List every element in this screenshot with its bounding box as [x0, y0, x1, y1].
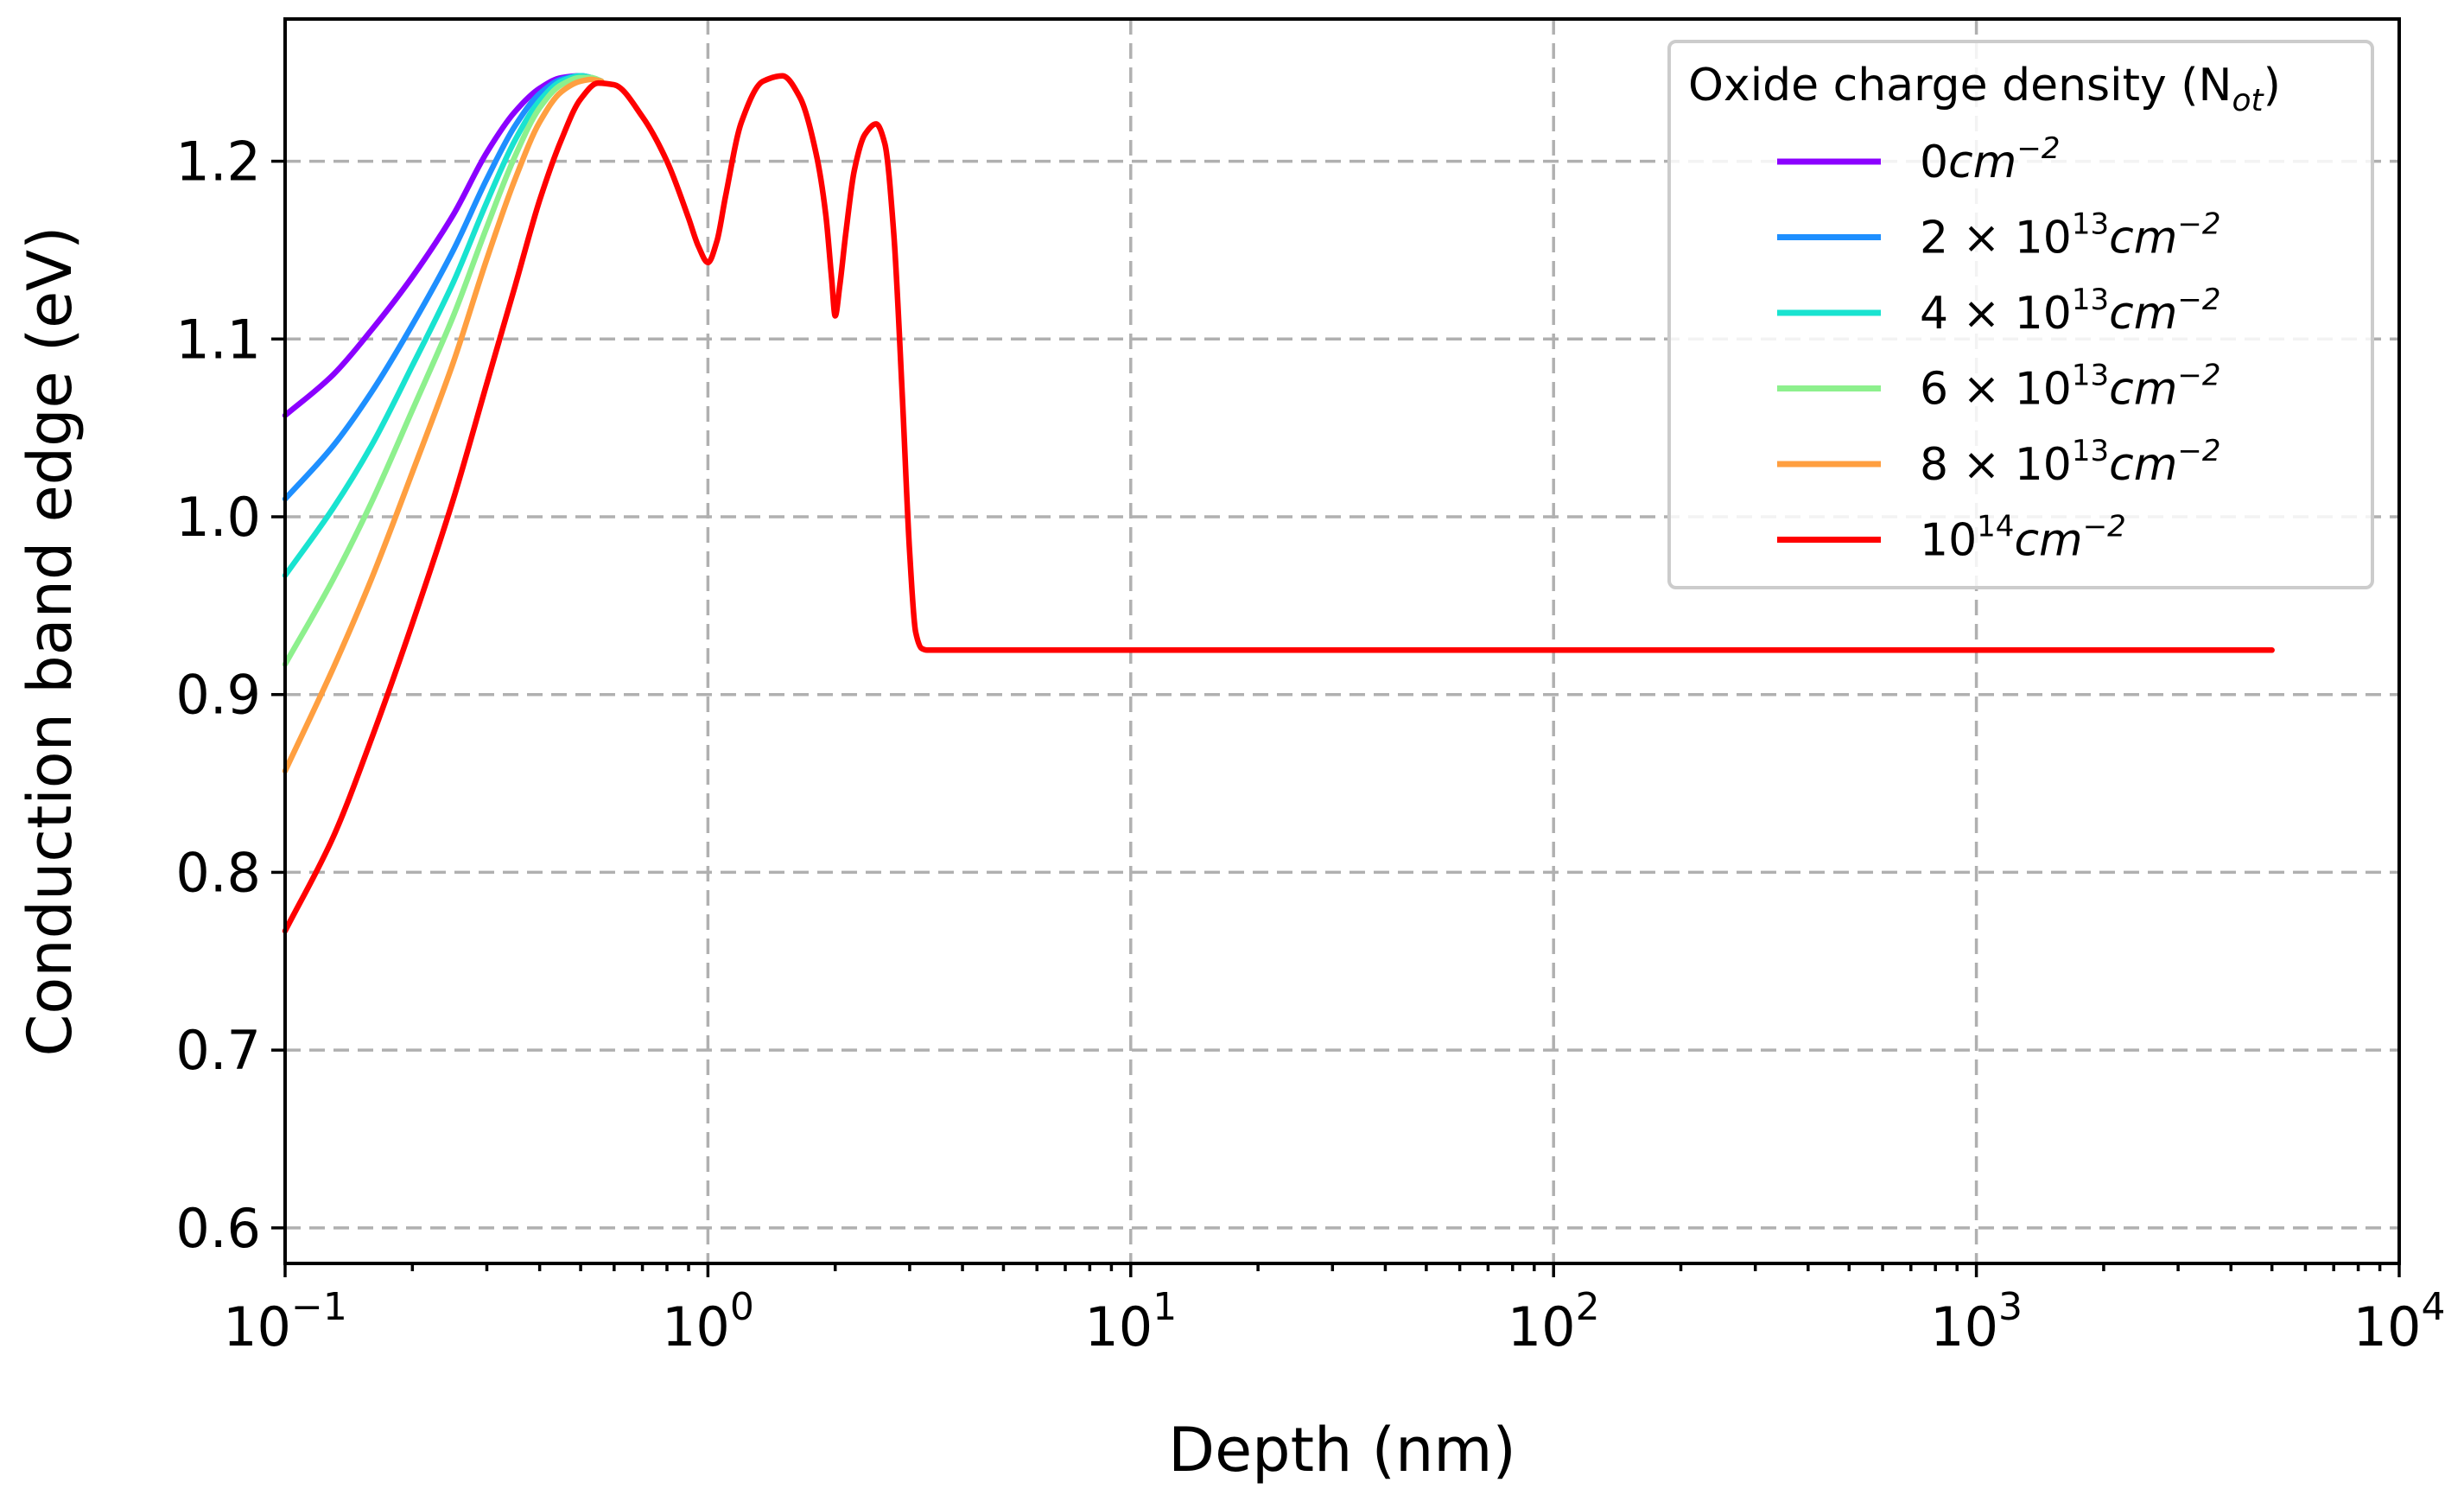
- series-line-5: [282, 73, 2275, 934]
- tick-labels: 0.6 0.7 0.8 0.9 1.0 1.1 1.2 10−1 100 101 102 103 104: [175, 130, 2445, 1358]
- x-tick-label: 102: [1508, 1285, 1600, 1358]
- legend-label-1: 2 × 1013cm−2: [1920, 207, 2221, 264]
- legend-label-3: 6 × 1013cm−2: [1920, 359, 2221, 416]
- x-tick-label: 10−1: [223, 1285, 347, 1358]
- y-tick-label: 0.6: [175, 1197, 261, 1260]
- x-tick-label: 100: [662, 1285, 754, 1358]
- x-tick-label: 101: [1084, 1285, 1177, 1358]
- legend-label-0: 0cm−2: [1920, 131, 2060, 188]
- plot-frame: [283, 17, 2401, 1265]
- legend-box: [1667, 40, 2374, 589]
- y-axis-title: Conduction band edge (eV): [15, 226, 86, 1057]
- series-line-3: [282, 74, 605, 667]
- y-tick-label: 0.8: [175, 841, 261, 904]
- data-series: [282, 73, 2275, 934]
- y-tick-label: 1.1: [175, 308, 261, 371]
- x-axis-title: Depth (nm): [1168, 1415, 1516, 1486]
- y-tick-label: 1.2: [175, 130, 261, 194]
- legend-label-5: 1014cm−2: [1920, 510, 2126, 567]
- legend-label-2: 4 × 1013cm−2: [1920, 283, 2221, 340]
- axis-ticks: [271, 159, 2401, 1277]
- legend: Oxide charge density (Not) 0cm−2 2 × 1013…: [1667, 40, 2374, 589]
- legend-label-4: 8 × 1013cm−2: [1920, 434, 2221, 491]
- y-tick-label: 0.9: [175, 664, 261, 727]
- x-tick-label: 103: [1930, 1285, 2023, 1358]
- series-line-4: [282, 76, 605, 774]
- legend-title: Oxide charge density (Not): [1688, 60, 2281, 118]
- legend-items: 0cm−2 2 × 1013cm−2 4 × 1013cm−2 6 × 1013cm−…: [1777, 131, 2221, 567]
- y-tick-label: 0.7: [175, 1019, 261, 1082]
- x-tick-label: 104: [2353, 1285, 2446, 1358]
- y-tick-label: 1.0: [175, 486, 261, 549]
